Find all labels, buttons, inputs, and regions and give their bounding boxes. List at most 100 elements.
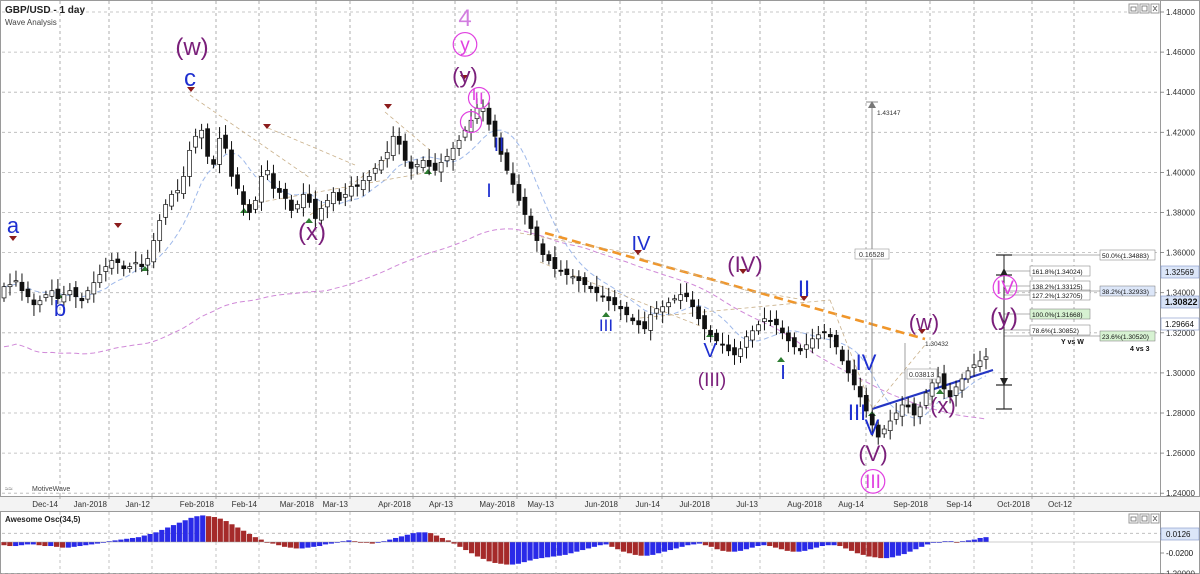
osc-bar (743, 542, 749, 550)
candle-body (115, 258, 121, 263)
osc-bar (1, 542, 7, 546)
candle-body (953, 386, 959, 396)
osc-bar (54, 542, 60, 547)
osc-bar (445, 540, 451, 542)
fib-label: 78.6%(1.30852) (1032, 328, 1079, 335)
panel-splitter[interactable] (0, 497, 1200, 511)
osc-bar (913, 542, 919, 550)
pivot-high-marker (384, 104, 392, 109)
wave-label: IV (856, 350, 877, 375)
close-icon[interactable] (1150, 3, 1160, 14)
wave-channel-line (519, 232, 641, 256)
x-tick-label: Apr-13 (429, 500, 454, 509)
x-tick-label: Jan-12 (126, 500, 151, 509)
osc-bar (194, 516, 200, 542)
candle-body (372, 168, 378, 174)
osc-bar (673, 542, 679, 549)
osc-maximize-icon[interactable] (1139, 513, 1150, 524)
candle-body (630, 317, 636, 322)
candle-body (313, 198, 318, 219)
wave-channel-line (639, 257, 746, 291)
candle-body (217, 137, 222, 165)
candle-body (139, 263, 145, 267)
osc-bar (696, 542, 703, 544)
candle-body (869, 413, 875, 426)
price-tag-upper: 1.32569 (1165, 268, 1194, 277)
range-arrow-icon (868, 101, 876, 108)
wave-label-circle (459, 110, 483, 134)
main-window-controls (1128, 3, 1160, 14)
candle-body (941, 373, 947, 390)
osc-bar (159, 529, 165, 542)
osc-restore-icon[interactable] (1128, 513, 1139, 524)
price-axis[interactable]: 1.48000 1.46000 1.44000 1.42000 1.40000 1.380… (1160, 8, 1200, 574)
osc-close-icon[interactable] (1150, 513, 1160, 524)
candle-body (181, 176, 186, 195)
candle-body (133, 262, 139, 265)
wave-channel-line (309, 159, 386, 216)
candle-body (510, 173, 516, 185)
osc-bar (270, 542, 276, 544)
osc-bar (661, 542, 668, 552)
candle-body (444, 156, 450, 162)
candle-body (145, 258, 151, 266)
candle-body (277, 188, 282, 193)
candle-body (606, 296, 612, 302)
maximize-icon[interactable] (1139, 3, 1150, 14)
osc-bar (819, 542, 825, 547)
candle-body (534, 226, 540, 241)
candle-body (486, 107, 492, 125)
osc-bar (574, 542, 580, 552)
osc-bar (626, 542, 633, 554)
range-size-label: 0.16528 (859, 252, 884, 259)
candle-body (678, 294, 683, 301)
candle-body (714, 332, 719, 342)
osc-bar (708, 542, 714, 547)
y-tick-label: 1.38000 (1166, 209, 1195, 218)
candle-body (408, 161, 414, 169)
candle-body (157, 220, 163, 241)
candle-body (923, 392, 929, 406)
fib-label: 127.2%(1.32705) (1032, 293, 1083, 300)
osc-bar (872, 542, 878, 558)
candle-body (319, 208, 324, 221)
x-tick-label: Mar-13 (323, 500, 349, 509)
osc-bar (685, 542, 691, 546)
osc-bar (878, 542, 884, 559)
wave-label: V (865, 415, 880, 440)
restore-icon[interactable] (1128, 3, 1139, 14)
candle-body (612, 297, 618, 306)
osc-bar (176, 522, 182, 542)
candle-body (887, 420, 893, 431)
osc-bar (71, 542, 77, 547)
candle-body (839, 349, 845, 362)
candle-body (91, 282, 97, 295)
swing-size-box (906, 368, 938, 380)
osc-bar (486, 542, 492, 562)
candle-body (899, 404, 905, 417)
wave-label: (x) (930, 393, 956, 418)
chart-title: GBP/USD - 1 day (5, 5, 85, 16)
candle-body (582, 277, 588, 286)
pivot-high-marker (263, 124, 271, 129)
candle-body (738, 348, 743, 357)
y-tick-label: 1.46000 (1166, 48, 1195, 57)
time-axis[interactable]: Dec-14 Jan-2018 Jan-12 Feb-2018 Feb-14 Mar-20… (32, 496, 1075, 509)
candle-body (169, 194, 175, 207)
oscillator-bars (1, 515, 989, 565)
candle-body (851, 369, 857, 386)
candle-body (648, 314, 654, 331)
osc-bar (205, 516, 212, 542)
osc-bar (568, 542, 574, 554)
osc-bar (246, 533, 253, 542)
x-tick-label: Oct-12 (1048, 500, 1073, 509)
y-tick-label: 1.36000 (1166, 249, 1195, 258)
candle-body (307, 194, 312, 203)
fib-label-box (1029, 289, 1091, 301)
wave-label: c (184, 65, 196, 92)
candle-body (774, 318, 779, 326)
osc-bar (644, 542, 650, 556)
osc-bar (24, 542, 30, 545)
pivot-high-marker (739, 269, 747, 274)
fib-label: 23.6%(1.30520) (1102, 334, 1149, 341)
